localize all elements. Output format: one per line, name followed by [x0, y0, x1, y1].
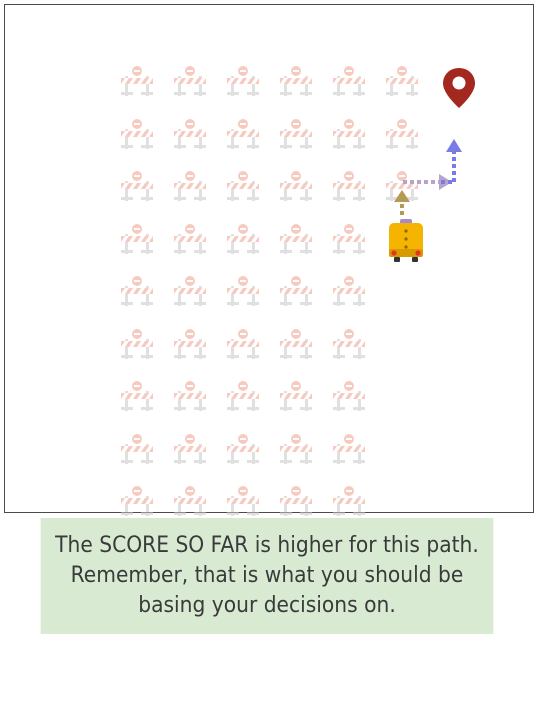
road-barrier-icon: [121, 223, 153, 254]
school-bus-icon: [389, 219, 423, 262]
road-barrier-icon: [333, 66, 365, 96]
road-barrier-icon: [227, 276, 259, 306]
road-barrier-icon: [280, 66, 312, 96]
road-barrier-icon: [121, 66, 153, 96]
road-barrier-icon: [227, 486, 259, 516]
road-barrier-icon: [174, 433, 206, 464]
road-barrier-icon: [227, 118, 259, 149]
road-barrier-icon: [333, 486, 365, 516]
road-barrier-icon: [174, 223, 206, 254]
road-barrier-icon: [280, 381, 312, 411]
road-barrier-icon: [280, 118, 312, 149]
arrow-right: [403, 174, 452, 190]
road-barrier-icon: [280, 171, 312, 201]
road-barrier-icon: [386, 171, 418, 201]
road-barrier-icon: [280, 328, 312, 359]
road-barrier-icon: [121, 486, 153, 516]
road-barrier-icon: [386, 118, 418, 149]
road-barrier-icon: [280, 486, 312, 516]
road-barrier-icon: [227, 433, 259, 464]
road-barrier-icon: [174, 381, 206, 411]
road-barrier-icon: [280, 433, 312, 464]
road-barrier-icon: [121, 276, 153, 306]
road-barrier-icon: [333, 433, 365, 464]
road-barrier-icon: [227, 171, 259, 201]
road-barrier-icon: [174, 276, 206, 306]
road-barrier-icon: [386, 66, 418, 96]
road-barrier-icon: [333, 223, 365, 254]
hint-text: The SCORE SO FAR is higher for this path…: [55, 533, 479, 618]
road-barrier-icon: [333, 171, 365, 201]
road-barrier-icon: [121, 118, 153, 149]
hint-message: The SCORE SO FAR is higher for this path…: [40, 518, 494, 634]
road-barrier-icon: [121, 328, 153, 359]
map-pin-icon: [443, 68, 475, 108]
road-barrier-icon: [333, 276, 365, 306]
road-barrier-icon: [333, 328, 365, 359]
road-barrier-icon: [227, 66, 259, 96]
road-barrier-icon: [280, 223, 312, 254]
road-barrier-icon: [333, 118, 365, 149]
road-barrier-icon: [227, 328, 259, 359]
road-barrier-icon: [174, 328, 206, 359]
road-barrier-icon: [121, 433, 153, 464]
road-barrier-icon: [174, 66, 206, 96]
road-barrier-icon: [121, 171, 153, 201]
arrow-up-from-bus: [394, 190, 410, 215]
game-board: [4, 4, 534, 516]
road-barrier-icon: [333, 381, 365, 411]
road-barrier-icon: [174, 171, 206, 201]
path-arrows: [394, 139, 462, 215]
arrow-up-to-goal: [441, 139, 462, 184]
road-barrier-icon: [121, 381, 153, 411]
road-barrier-icon: [174, 486, 206, 516]
road-barrier-icon: [227, 381, 259, 411]
road-barrier-icon: [280, 276, 312, 306]
road-barrier-icon: [227, 223, 259, 254]
road-barrier-icon: [174, 118, 206, 149]
